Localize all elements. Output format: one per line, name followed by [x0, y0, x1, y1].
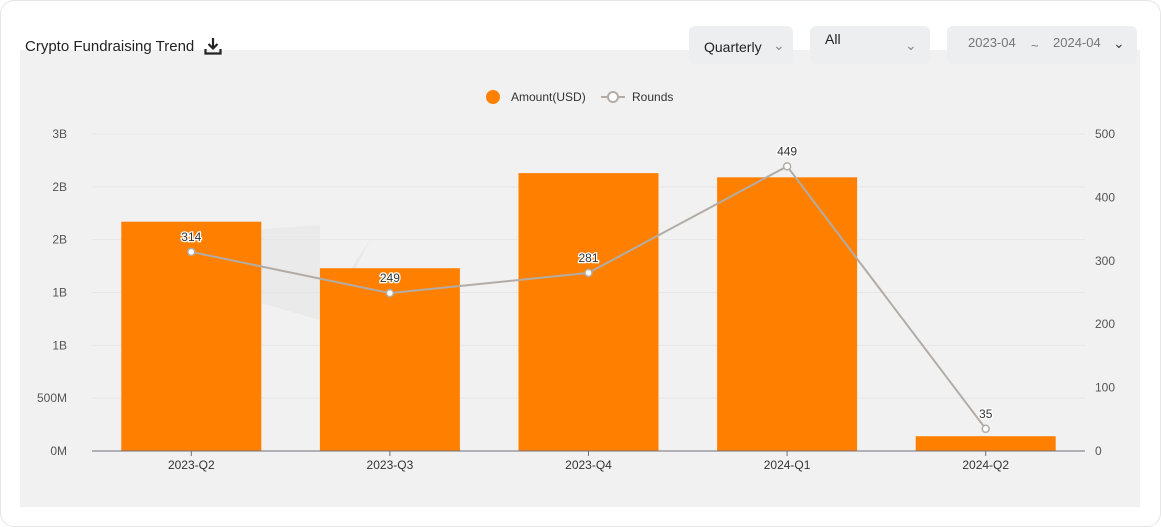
left-tick-label: 2B	[52, 233, 67, 247]
bar-amount	[717, 177, 858, 451]
right-tick-label: 100	[1095, 381, 1115, 395]
rounds-point	[187, 247, 196, 257]
legend-amount-marker[interactable]	[486, 90, 500, 104]
right-tick-label: 500	[1095, 127, 1115, 141]
rounds-data-label: 249	[380, 271, 400, 285]
rounds-data-label: 281	[578, 251, 598, 265]
right-tick-label: 400	[1095, 190, 1115, 204]
right-tick-label: 300	[1095, 254, 1115, 268]
chevron-down-icon: ⌄	[905, 37, 917, 53]
bar-amount	[319, 268, 460, 451]
rounds-point	[584, 268, 593, 278]
rounds-point	[385, 288, 395, 298]
rounds-data-label: 449	[777, 144, 797, 158]
left-tick-label: 2B	[52, 180, 67, 194]
period-select-value: Quarterly	[704, 39, 762, 55]
date-range-picker[interactable]: 2023-04 ~ 2024-04 ⌄	[947, 26, 1137, 64]
x-tick-label: 2023-Q3	[367, 458, 414, 472]
legend-rounds-label[interactable]: Rounds	[632, 90, 673, 104]
right-tick-label: 200	[1095, 317, 1115, 331]
download-icon[interactable]	[204, 37, 222, 55]
date-separator: ~	[1031, 38, 1039, 53]
legend-rounds-marker[interactable]	[607, 91, 619, 103]
date-start[interactable]: 2023-04	[968, 35, 1016, 50]
left-tick-label: 1B	[52, 286, 67, 300]
x-tick-label: 2024-Q2	[962, 458, 1009, 472]
left-tick-label: 500M	[37, 391, 67, 405]
date-end[interactable]: 2024-04	[1053, 35, 1101, 50]
legend: Amount(USD) Rounds	[486, 90, 673, 104]
left-tick-label: 1B	[52, 338, 67, 352]
legend-amount-label[interactable]: Amount(USD)	[511, 90, 586, 104]
category-select-value: All	[825, 31, 841, 47]
rounds-data-label: 314	[181, 230, 201, 244]
rounds-data-label: 35	[979, 407, 993, 421]
rounds-point	[782, 162, 792, 171]
bar-amount	[121, 221, 262, 451]
category-select[interactable]: All ⌄	[810, 26, 930, 64]
left-tick-label: 0M	[50, 444, 67, 458]
x-tick-label: 2023-Q4	[565, 458, 612, 472]
chart-title: Crypto Fundraising Trend	[25, 37, 195, 55]
x-tick-label: 2023-Q2	[168, 458, 215, 472]
period-select[interactable]: Quarterly ⌄	[689, 26, 793, 64]
rounds-point	[981, 424, 990, 434]
chevron-down-icon: ⌄	[1113, 35, 1125, 51]
chevron-down-icon: ⌄	[773, 37, 785, 53]
x-tick-label: 2024-Q1	[764, 458, 811, 472]
chart-header: Crypto Fundraising Trend	[25, 37, 222, 55]
left-tick-label: 3B	[52, 127, 67, 141]
bar-amount	[518, 173, 659, 451]
right-tick-label: 0	[1095, 444, 1102, 458]
bar-amount	[915, 436, 1056, 451]
